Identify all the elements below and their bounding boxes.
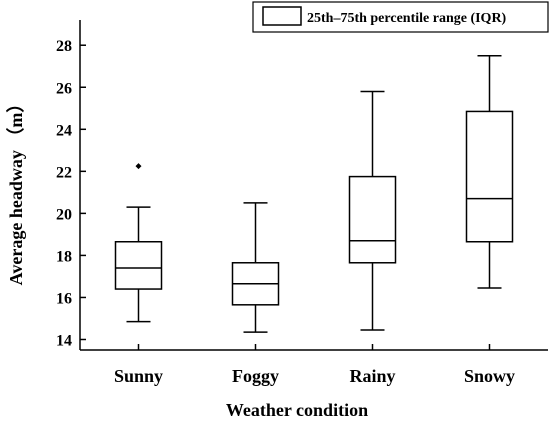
x-tick-label: Rainy bbox=[349, 366, 395, 386]
legend-frame bbox=[252, 1, 549, 33]
y-tick-label: 24 bbox=[56, 122, 72, 139]
y-tick-label: 16 bbox=[56, 290, 72, 307]
y-tick-label: 22 bbox=[56, 164, 72, 181]
y-tick-label: 18 bbox=[56, 248, 72, 265]
box-iqr bbox=[114, 241, 163, 290]
plot-area: 14 16 18 20 22 24 26 28 Sunny Foggy Rainy Snowy bbox=[56, 20, 548, 386]
x-tick-label: Snowy bbox=[464, 366, 515, 386]
y-tick-label: 14 bbox=[56, 332, 72, 349]
box-iqr bbox=[465, 110, 514, 243]
box-outlier bbox=[135, 163, 142, 170]
legend: 25th–75th percentile range (IQR) bbox=[252, 1, 549, 33]
y-tick-label: 20 bbox=[56, 206, 72, 223]
legend-swatch bbox=[262, 6, 302, 26]
y-tick-label: 28 bbox=[56, 38, 72, 55]
x-axis-label: Weather condition bbox=[226, 400, 368, 420]
x-tick-label: Foggy bbox=[232, 366, 279, 386]
y-axis-label: Average headway （m） bbox=[6, 95, 26, 286]
x-tick-label: Sunny bbox=[114, 366, 163, 386]
legend-label: 25th–75th percentile range (IQR) bbox=[307, 11, 507, 26]
box-iqr bbox=[348, 175, 397, 264]
y-tick-label: 26 bbox=[56, 80, 72, 97]
